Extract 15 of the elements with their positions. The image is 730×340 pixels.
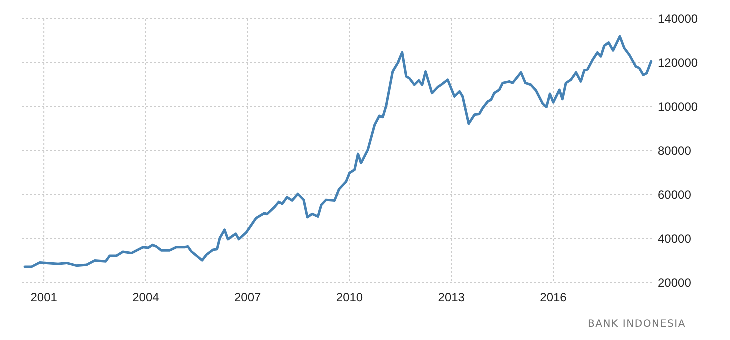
x-tick-label: 2013 [438,290,466,305]
x-tick-label: 2007 [234,290,262,305]
y-tick-label: 80000 [658,144,692,158]
y-tick-label: 60000 [658,188,692,202]
x-tick-label: 2004 [132,290,160,305]
y-tick-label: 120000 [658,56,698,70]
text: BANK INDONESIA [588,319,686,330]
line-series [24,35,653,268]
y-tick-label: 100000 [658,100,698,114]
x-tick-label: 2001 [30,290,58,305]
x-tick-label: 2016 [540,290,568,305]
y-tick-label: 40000 [658,232,692,246]
x-tick-label: 2010 [336,290,364,305]
y-tick-label: 140000 [658,12,698,26]
y-tick-label: 20000 [658,276,692,290]
